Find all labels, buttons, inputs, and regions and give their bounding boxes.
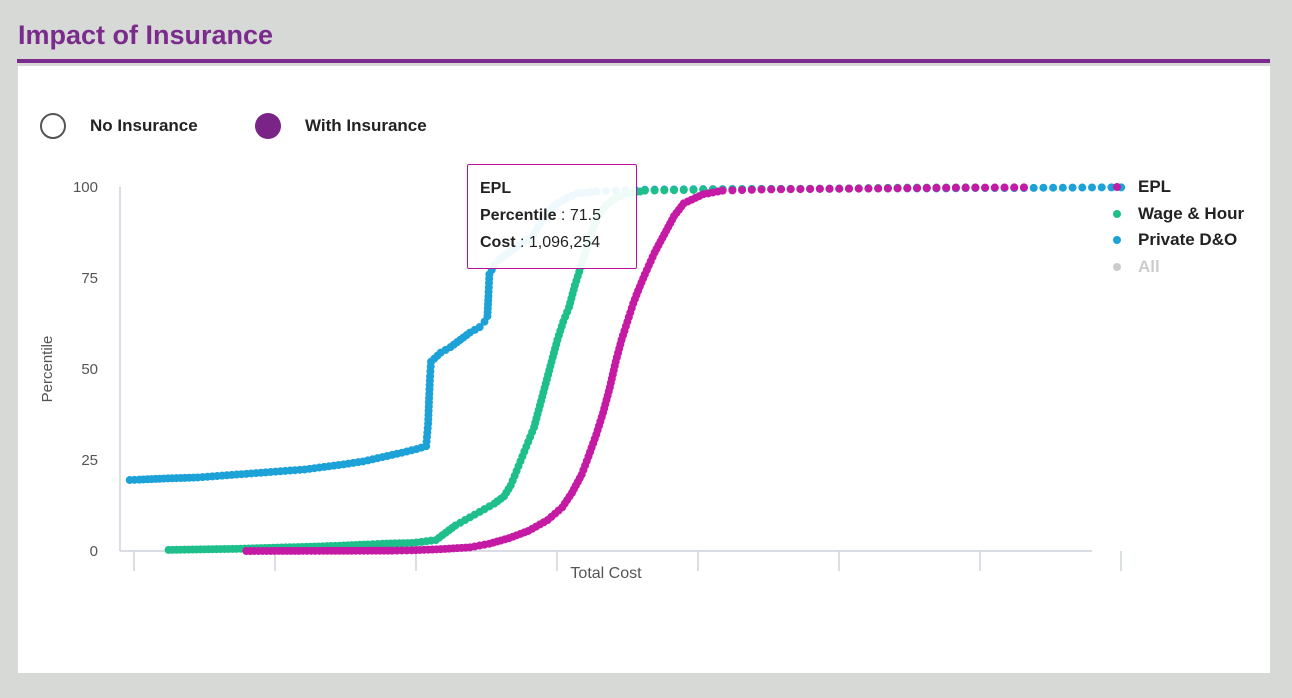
data-point[interactable] (1019, 183, 1028, 192)
y-tick-label: 0 (90, 543, 98, 560)
data-point[interactable] (903, 184, 912, 193)
tooltip-percentile-value: 71.5 (569, 207, 601, 224)
data-point[interactable] (922, 184, 931, 193)
data-point[interactable] (1010, 183, 1019, 192)
data-point[interactable] (718, 186, 727, 195)
legend-item-wage-hour[interactable]: Wage & Hour (1113, 201, 1244, 228)
legend-label-private-do: Private D&O (1138, 230, 1238, 250)
legend-item-epl[interactable]: EPL (1113, 174, 1244, 201)
data-point[interactable] (1088, 183, 1096, 192)
y-axis-title: Percentile (39, 336, 56, 403)
data-point[interactable] (854, 184, 863, 193)
data-point[interactable] (670, 186, 679, 195)
data-point[interactable] (796, 185, 805, 194)
data-point[interactable] (845, 184, 853, 193)
data-point[interactable] (1000, 183, 1009, 192)
no-insurance-radio[interactable] (40, 113, 66, 139)
data-point[interactable] (1049, 183, 1058, 192)
no-insurance-label: No Insurance (90, 116, 198, 135)
with-insurance-radio[interactable] (255, 113, 281, 139)
legend-marker-wage-hour (1113, 209, 1121, 218)
with-insurance-toggle[interactable]: With Insurance (255, 113, 427, 139)
data-point[interactable] (932, 183, 941, 192)
data-point[interactable] (1097, 183, 1106, 192)
y-tick-label: 25 (81, 452, 98, 469)
legend-item-private-do[interactable]: Private D&O (1113, 227, 1244, 254)
data-point[interactable] (689, 185, 698, 194)
tooltip-cost-label: Cost (480, 234, 516, 251)
data-point[interactable] (825, 184, 834, 193)
series-epl (242, 183, 1028, 555)
data-point[interactable] (679, 186, 688, 195)
tooltip-cost-value: 1,096,254 (528, 234, 601, 251)
data-point[interactable] (1029, 183, 1038, 192)
x-axis-title: Total Cost (570, 565, 642, 582)
legend-label-wage-hour: Wage & Hour (1138, 203, 1245, 223)
data-point[interactable] (776, 185, 785, 194)
data-point[interactable] (990, 183, 999, 192)
data-point[interactable] (874, 184, 883, 193)
with-insurance-label: With Insurance (305, 116, 427, 135)
data-point[interactable] (893, 184, 902, 193)
legend-label-epl: EPL (1138, 177, 1172, 197)
data-point[interactable] (864, 184, 873, 193)
y-tick-label: 75 (81, 270, 98, 287)
data-point[interactable] (475, 323, 484, 332)
data-point[interactable] (815, 184, 824, 193)
data-point[interactable] (1039, 183, 1048, 192)
data-point[interactable] (1058, 183, 1067, 192)
y-tick-label: 100 (73, 179, 98, 196)
chart-panel (18, 66, 1270, 673)
data-point[interactable] (942, 183, 951, 192)
title-rule (17, 59, 1270, 63)
data-point[interactable] (981, 183, 990, 192)
data-point-tooltip: EPL Percentile : 71.5 Cost : 1,096,254 (467, 164, 637, 269)
data-point[interactable] (650, 186, 659, 195)
legend-label-all: All (1138, 256, 1160, 276)
data-point[interactable] (1078, 183, 1087, 192)
data-point[interactable] (660, 186, 669, 195)
data-point[interactable] (640, 186, 649, 195)
data-point[interactable] (728, 186, 737, 195)
data-point[interactable] (951, 183, 960, 192)
data-point[interactable] (786, 185, 795, 194)
legend-marker-epl (1113, 183, 1121, 192)
data-point[interactable] (738, 186, 747, 195)
legend-marker-private-do (1113, 236, 1121, 245)
y-tick-label: 50 (81, 361, 98, 378)
data-point[interactable] (835, 184, 844, 193)
no-insurance-toggle[interactable]: No Insurance (40, 113, 198, 139)
data-point[interactable] (806, 184, 815, 193)
page-title: Impact of Insurance (18, 20, 274, 50)
data-point[interactable] (757, 185, 766, 194)
legend-marker-all (1113, 262, 1121, 271)
data-point[interactable] (961, 183, 970, 192)
data-point[interactable] (971, 183, 980, 192)
data-point[interactable] (913, 184, 922, 193)
data-point[interactable] (1068, 183, 1077, 192)
chart-legend: EPL Wage & Hour Private D&O All (1113, 174, 1244, 280)
tooltip-series: EPL (480, 180, 512, 197)
data-point[interactable] (747, 185, 756, 194)
data-point[interactable] (883, 184, 892, 193)
data-point[interactable] (767, 185, 776, 194)
tooltip-percentile-label: Percentile (480, 207, 557, 224)
legend-item-all[interactable]: All (1113, 254, 1244, 281)
